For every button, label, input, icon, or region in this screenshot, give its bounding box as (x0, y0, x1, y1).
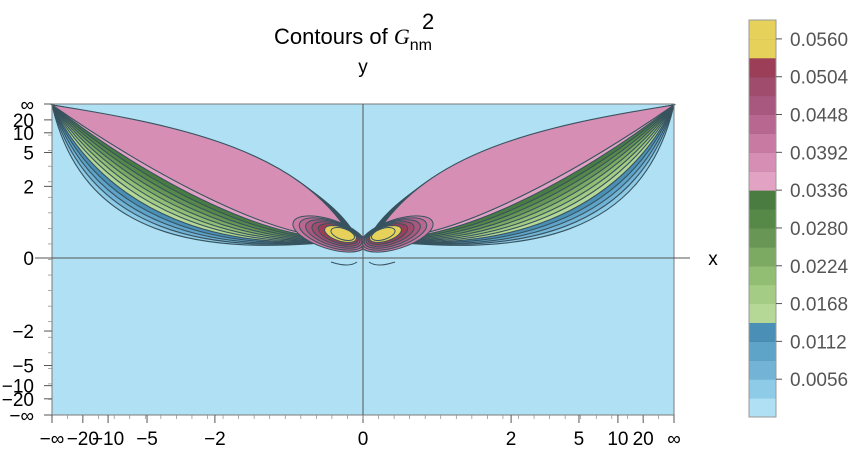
y-tick-label: 5 (23, 144, 34, 165)
y-tick-label: ∞ (20, 95, 34, 116)
contour-band (330, 227, 356, 241)
legend-color-band (749, 152, 776, 172)
y-tick-label: 2 (23, 177, 34, 198)
legend-color-band (749, 95, 776, 116)
x-tick-label: −2 (204, 429, 226, 450)
legend-color-band (749, 360, 776, 380)
legend-color-band (749, 379, 776, 399)
legend-color-band (749, 284, 776, 305)
legend-label: 0.0336 (790, 181, 848, 202)
legend-color-band (749, 20, 776, 40)
legend-color-band (749, 57, 776, 78)
legend-label: 0.0560 (790, 30, 848, 51)
x-tick-label: −5 (136, 429, 158, 450)
legend-label: 0.0224 (790, 257, 849, 278)
y-tick-label: 20 (13, 111, 34, 132)
legend-label: 0.0392 (790, 143, 848, 164)
x-tick-label: −20 (67, 429, 99, 450)
contour-dip (368, 261, 396, 266)
y-tick-label: −∞ (9, 406, 34, 427)
legend-color-band (749, 76, 776, 97)
x-tick-label: ∞ (667, 429, 681, 450)
y-axis-label: y (358, 57, 368, 78)
y-tick-label: −5 (12, 357, 34, 378)
y-tick-label: −2 (12, 322, 34, 343)
color-legend: 0.0560 0.0504 0.0448 0.0392 0.0336 0.0280 0.02… (748, 19, 849, 418)
legend-label: 0.0168 (790, 295, 848, 316)
chart-title: Contours of Gnm (274, 24, 432, 54)
legend-color-band (749, 398, 776, 418)
contour-band (370, 227, 396, 241)
legend-color-band (749, 209, 776, 229)
x-tick-label: −10 (92, 429, 124, 450)
legend-label: 0.0504 (790, 68, 849, 89)
legend-color-band (749, 114, 776, 134)
x-axis-ticks: −∞ −20−10 −5 −2 0 2 5 10 20 ∞ (40, 415, 681, 450)
x-axis-label: x (708, 249, 718, 270)
y-tick-label: 10 (13, 124, 34, 145)
y-tick-label: −10 (2, 377, 34, 398)
plot-area (35, 103, 690, 416)
legend-color-band (749, 322, 776, 342)
x-tick-label: 10 (607, 429, 628, 450)
legend-color-band (749, 341, 776, 361)
legend-color-band (749, 265, 776, 286)
legend-frame (748, 19, 777, 418)
legend-color-band (749, 246, 776, 267)
legend-color-band (749, 171, 776, 191)
y-tick-label: 0 (23, 249, 34, 270)
chart-title-superscript: 2 (422, 9, 434, 34)
contour-regions (49, 104, 677, 266)
x-tick-label: 2 (506, 429, 517, 450)
legend-color-band (749, 190, 776, 210)
legend-label: 0.0056 (790, 370, 848, 391)
x-tick-label: 5 (574, 429, 585, 450)
legend-color-band (749, 38, 776, 59)
y-tick-label: −20 (2, 390, 34, 411)
legend-color-band (749, 303, 776, 323)
x-tick-label: 20 (633, 429, 654, 450)
legend-color-band (749, 227, 776, 248)
contour-dip (330, 261, 358, 266)
legend-label: 0.0280 (790, 219, 848, 240)
x-tick-label: 0 (358, 429, 369, 450)
legend-label: 0.0112 (790, 332, 847, 353)
x-tick-label: −∞ (40, 429, 65, 450)
legend-label: 0.0448 (790, 106, 848, 127)
legend-color-band (749, 133, 776, 153)
